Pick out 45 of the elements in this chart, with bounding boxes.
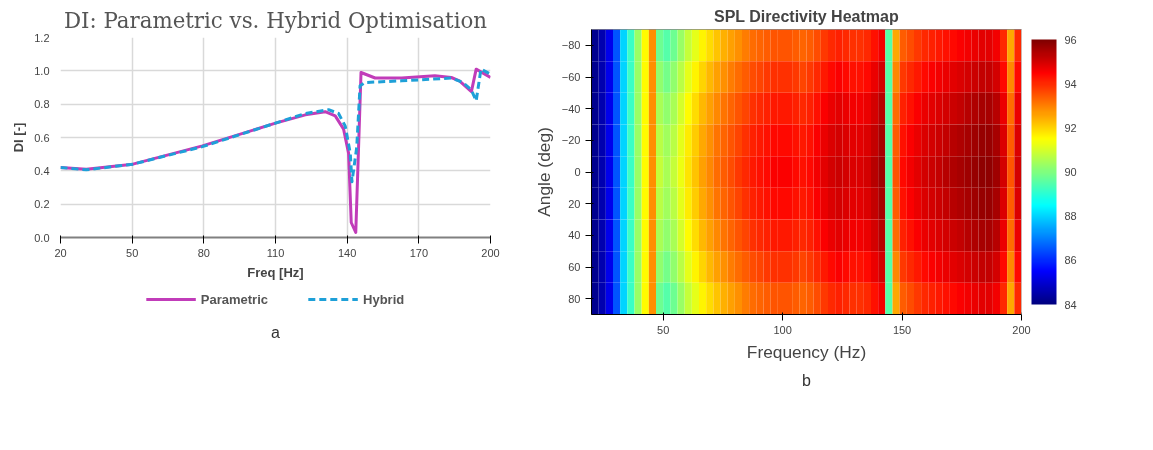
color-bar-label: 92 (1064, 121, 1077, 134)
y-axis-title: Angle (deg) (533, 127, 554, 217)
y-tick-label: 1.2 (34, 31, 50, 44)
y-tick-label: −80 (561, 39, 581, 52)
color-bar-label: 86 (1064, 254, 1077, 267)
color-bar-label: 94 (1064, 77, 1077, 90)
y-tick-label: −40 (561, 102, 581, 115)
x-tick-label: 170 (409, 246, 429, 259)
y-tick-label: 60 (568, 261, 581, 273)
y-tick-label: −20 (561, 134, 581, 147)
y-tick-label: 0.8 (34, 98, 50, 111)
y-tick-label: 80 (568, 292, 581, 305)
line-series (60, 67, 491, 184)
x-tick-label: 110 (266, 246, 285, 259)
x-tick-label: 150 (892, 323, 912, 336)
x-tick-label: 100 (773, 323, 792, 336)
text: b (802, 371, 812, 389)
y-tick-label: 0.6 (34, 131, 50, 144)
x-axis-title: Freq [Hz] (247, 264, 304, 280)
y-tick-label: 40 (568, 229, 581, 242)
y-tick-label: 0.4 (34, 164, 50, 177)
color-bar-label: 88 (1064, 210, 1077, 223)
y-tick-label: −60 (561, 71, 581, 83)
y-tick-label: 0.2 (34, 198, 50, 211)
y-axis-title: DI [-] (11, 122, 27, 153)
color-bar-label: 84 (1064, 298, 1077, 311)
y-tick-label: 0 (574, 166, 581, 178)
color-bar-label: 90 (1064, 166, 1077, 178)
text: a (271, 323, 281, 341)
x-tick-label: 200 (481, 246, 500, 259)
x-tick-label: 50 (126, 246, 139, 259)
x-axis-title: Frequency (Hz) (746, 341, 867, 362)
x-tick-label: 20 (54, 246, 67, 259)
x-tick-label: 50 (657, 323, 670, 336)
legend-label: Parametric (200, 291, 269, 307)
x-tick-label: 200 (1012, 323, 1031, 336)
x-tick-label: 140 (337, 246, 357, 259)
y-tick-label: 1.0 (34, 64, 50, 77)
y-tick-label: 0.0 (34, 231, 50, 244)
color-bar-label: 96 (1064, 33, 1077, 46)
chart-title: SPL Directivity Heatmap (714, 7, 899, 25)
x-tick-label: 80 (197, 246, 210, 259)
y-tick-label: 20 (568, 197, 581, 210)
chart-title: DI: Parametric vs. Hybrid Optimisation (63, 7, 488, 33)
legend-label: Hybrid (363, 291, 405, 307)
